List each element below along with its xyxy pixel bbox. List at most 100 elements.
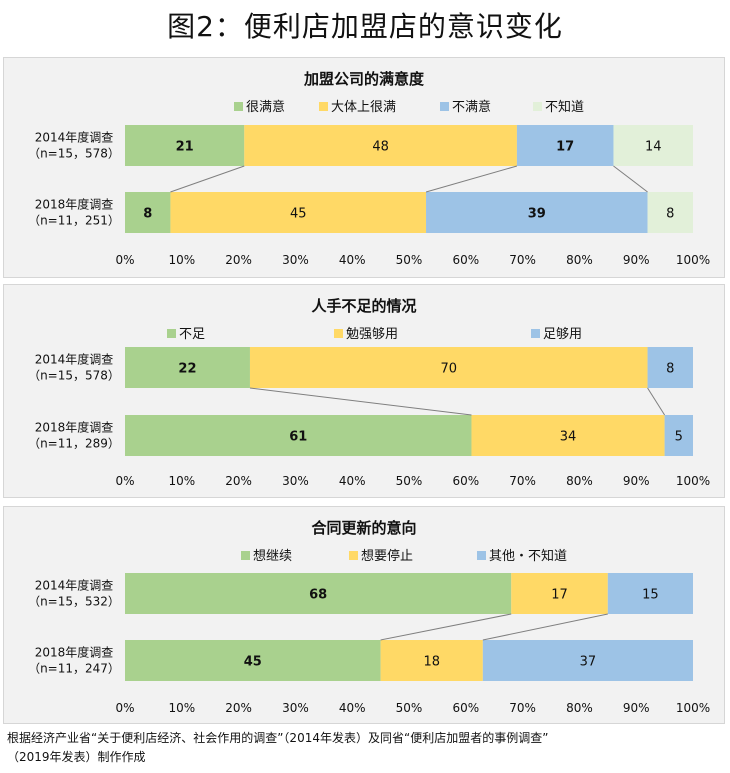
x-tick-label: 50% <box>396 474 423 488</box>
bar-segment <box>125 640 381 681</box>
bar-segment <box>607 573 693 614</box>
page-title: 图2：便利店加盟店的意识变化 <box>167 10 563 43</box>
legend-swatch <box>349 551 358 560</box>
legend-label: 想要停止 <box>361 548 413 564</box>
bar-segment <box>664 415 693 456</box>
data-label: 5 <box>675 430 683 445</box>
bar-segment <box>244 125 517 166</box>
bar-segment <box>170 192 427 233</box>
category-label: 2014年度调查 <box>35 130 114 145</box>
x-tick-label: 100% <box>676 253 710 267</box>
source-note: 根据经济产业省“关于便利店经济、社会作用的调查”（2014年发表）及同省“便利店… <box>7 729 723 767</box>
legend-swatch <box>477 551 486 560</box>
data-label: 48 <box>372 140 389 155</box>
chart-title: 人手不足的情况 <box>311 297 416 315</box>
x-tick-label: 70% <box>509 253 536 267</box>
category-sublabel: （n=11，289） <box>28 437 120 451</box>
bar-segment <box>249 347 648 388</box>
x-tick-label: 80% <box>566 474 593 488</box>
bar-segment <box>125 415 472 456</box>
legend-swatch <box>167 329 176 338</box>
data-label: 14 <box>645 140 662 155</box>
bar-segment <box>511 573 608 614</box>
category-label: 2014年度调查 <box>35 578 114 593</box>
data-label: 45 <box>244 655 262 670</box>
x-tick-label: 0% <box>115 701 134 715</box>
series-connector-line <box>647 387 666 416</box>
legend-swatch <box>533 102 542 111</box>
data-label: 8 <box>666 207 674 222</box>
legend-swatch <box>234 102 243 111</box>
x-tick-label: 10% <box>168 253 195 267</box>
x-tick-label: 60% <box>452 701 479 715</box>
chart-panel-contract-renewal: 合同更新的意向 想继续 想要停止 其他・不知道 2014年度调查 （n=15，532） 68… <box>3 506 725 724</box>
bar-segment <box>125 347 250 388</box>
category-label: 2018年度调查 <box>35 645 114 660</box>
data-label: 8 <box>143 207 152 222</box>
series-connector-line <box>380 613 512 641</box>
legend-label: 足够用 <box>543 327 582 342</box>
series-connector-line <box>482 613 608 641</box>
category-sublabel: （n=15，532） <box>28 595 120 609</box>
bar-segment <box>125 125 245 166</box>
bar-segment <box>125 573 512 614</box>
legend-label: 很满意 <box>246 99 285 115</box>
bar-segment <box>471 415 665 456</box>
data-label: 8 <box>666 362 674 377</box>
x-tick-label: 30% <box>282 474 309 488</box>
legend-label: 其他・不知道 <box>489 548 567 564</box>
legend-swatch <box>241 551 250 560</box>
legend-swatch <box>531 329 540 338</box>
category-sublabel: （n=11，247） <box>28 662 120 676</box>
data-label: 39 <box>528 207 546 222</box>
data-label: 22 <box>178 362 196 377</box>
legend-label: 想继续 <box>253 548 292 564</box>
x-tick-label: 40% <box>339 474 366 488</box>
bar-segment <box>380 640 483 681</box>
bar-segment <box>647 192 693 233</box>
legend-swatch <box>319 102 328 111</box>
data-label: 70 <box>440 362 457 377</box>
category-label: 2014年度调查 <box>35 352 114 367</box>
series-connector-line <box>425 165 518 193</box>
x-tick-label: 60% <box>452 474 479 488</box>
x-tick-label: 0% <box>115 253 134 267</box>
x-tick-label: 10% <box>168 701 195 715</box>
x-tick-label: 80% <box>566 253 593 267</box>
series-connector-line <box>613 165 648 193</box>
data-label: 17 <box>551 588 568 603</box>
x-tick-label: 90% <box>623 701 650 715</box>
bar-segment <box>516 125 614 166</box>
legend-label: 勉强够用 <box>346 327 398 342</box>
category-label: 2018年度调查 <box>35 197 114 212</box>
series-connector-line <box>170 165 245 193</box>
x-tick-label: 20% <box>225 701 252 715</box>
x-tick-label: 30% <box>282 253 309 267</box>
chart-title: 合同更新的意向 <box>310 519 416 537</box>
data-label: 61 <box>289 430 307 445</box>
legend-label: 不足 <box>179 327 205 342</box>
x-tick-label: 40% <box>339 701 366 715</box>
x-tick-label: 100% <box>676 474 710 488</box>
data-label: 37 <box>580 655 597 670</box>
source-note-line-2: （2019年发表）制作作成 <box>7 750 146 764</box>
legend-label: 不满意 <box>452 99 491 115</box>
data-label: 18 <box>423 655 440 670</box>
data-label: 34 <box>560 430 577 445</box>
legend-label: 不知道 <box>545 99 584 115</box>
x-tick-label: 30% <box>282 701 309 715</box>
data-label: 17 <box>556 140 574 155</box>
category-sublabel: （n=15，578） <box>28 147 120 161</box>
x-tick-label: 60% <box>452 253 479 267</box>
category-sublabel: （n=11，251） <box>28 214 120 228</box>
category-sublabel: （n=15，578） <box>28 369 120 383</box>
bar-segment <box>125 192 171 233</box>
legend-swatch <box>334 329 343 338</box>
x-tick-label: 20% <box>225 474 252 488</box>
category-label: 2018年度调查 <box>35 420 114 435</box>
x-tick-label: 0% <box>115 474 134 488</box>
x-tick-label: 20% <box>225 253 252 267</box>
